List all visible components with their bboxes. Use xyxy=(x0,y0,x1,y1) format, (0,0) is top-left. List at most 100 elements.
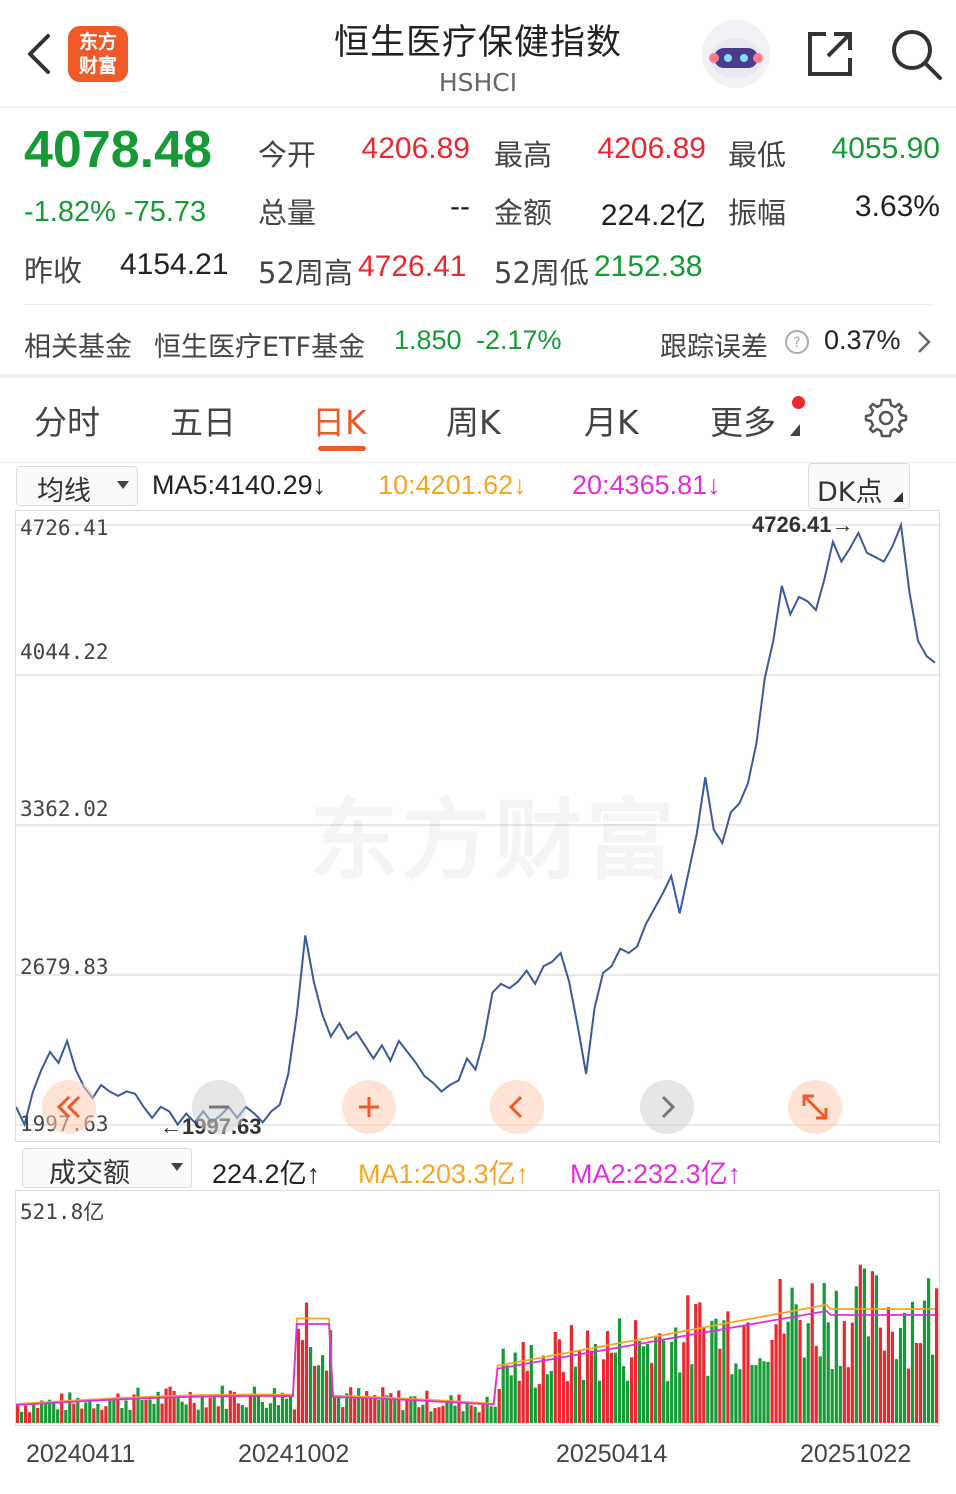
week52-low-label: 52周低 xyxy=(494,256,589,290)
amplitude-value: 3.63% xyxy=(854,190,940,223)
search-icon[interactable] xyxy=(888,26,944,82)
volume-bar xyxy=(622,1366,626,1423)
tab-intraday[interactable]: 分时 xyxy=(34,403,100,442)
tab-daily-k[interactable]: 日K xyxy=(312,403,367,442)
volume-bar xyxy=(842,1321,846,1423)
volume-bar xyxy=(140,1400,144,1423)
zoom-in-button[interactable] xyxy=(342,1080,396,1134)
volume-bar xyxy=(216,1406,220,1423)
volume-bar xyxy=(894,1359,899,1423)
volume-indicator-dropdown[interactable]: 成交额 xyxy=(22,1148,192,1189)
volume-bar xyxy=(300,1340,305,1423)
volume-bar xyxy=(670,1341,674,1423)
volume-chart-frame[interactable] xyxy=(15,1190,940,1426)
volume-bar xyxy=(589,1350,594,1423)
volume-bar xyxy=(357,1388,361,1423)
volume-bar xyxy=(168,1386,172,1423)
volume-bar xyxy=(76,1397,80,1423)
volume-bar xyxy=(64,1410,68,1423)
y-axis-label: 4044.22 xyxy=(20,640,109,664)
volume-bar xyxy=(425,1390,429,1423)
tab-weekly-k[interactable]: 周K xyxy=(446,403,501,442)
fullscreen-button[interactable] xyxy=(788,1080,842,1134)
volume-bar xyxy=(413,1396,417,1423)
volume-bar xyxy=(429,1411,433,1423)
fund-price: 1.850 xyxy=(394,325,462,355)
volume-bar xyxy=(228,1390,232,1423)
volume-bar xyxy=(461,1411,465,1423)
volume-bar xyxy=(132,1394,136,1423)
volume-ma2-line xyxy=(15,1310,935,1406)
volume-bar xyxy=(164,1388,168,1423)
volume-bar xyxy=(642,1346,646,1423)
volume-bar xyxy=(762,1361,766,1423)
step-forward-button[interactable] xyxy=(640,1080,694,1134)
dk-point-button[interactable]: DK点 xyxy=(808,463,910,509)
volume-bar xyxy=(136,1387,140,1423)
volume-bar xyxy=(280,1392,285,1423)
volume-label: 总量 xyxy=(258,196,317,230)
back-arrow-icon[interactable] xyxy=(22,30,58,78)
tracking-error-value: 0.37% xyxy=(824,325,901,355)
volume-bar xyxy=(433,1408,437,1423)
tab-more[interactable]: 更多 xyxy=(710,403,776,442)
volume-bar xyxy=(156,1391,160,1423)
volume-bar xyxy=(561,1372,565,1423)
volume-bar xyxy=(898,1327,903,1423)
robot-assistant-icon[interactable] xyxy=(700,18,772,90)
step-back-button[interactable] xyxy=(490,1080,544,1134)
volume-bar xyxy=(509,1375,513,1423)
volume-bar xyxy=(545,1374,549,1423)
volume-bar xyxy=(152,1403,156,1423)
zoom-out-button[interactable] xyxy=(192,1080,246,1134)
x-axis-date: 20251022 xyxy=(800,1440,912,1468)
volume-bar xyxy=(80,1408,84,1423)
volume-bar xyxy=(369,1397,373,1423)
minus-icon xyxy=(192,1080,246,1134)
fast-back-button[interactable] xyxy=(42,1080,96,1134)
indicator-dropdown[interactable]: 均线 xyxy=(16,466,138,507)
share-icon[interactable] xyxy=(804,28,856,80)
volume-bar xyxy=(746,1322,750,1423)
volume-bar xyxy=(16,1405,20,1423)
prev-close-value: 4154.21 xyxy=(120,248,229,281)
volume-bar xyxy=(128,1409,132,1423)
settings-gear-icon[interactable] xyxy=(864,396,908,440)
y-axis-label: 2679.83 xyxy=(20,955,109,979)
tab-five-day[interactable]: 五日 xyxy=(170,403,236,442)
x-axis-date: 20241002 xyxy=(238,1440,350,1468)
volume-bar xyxy=(144,1399,148,1423)
related-fund-row[interactable]: 相关基金 恒生医疗ETF基金 1.850 -2.17% 跟踪误差 ? 0.37% xyxy=(24,304,934,374)
y-axis-label: 4726.41 xyxy=(20,516,109,540)
volume-bar xyxy=(730,1374,734,1423)
question-circle-icon[interactable]: ? xyxy=(784,329,810,355)
volume-bar xyxy=(601,1359,606,1423)
tab-monthly-k[interactable]: 月K xyxy=(584,403,639,442)
chevron-right-icon[interactable] xyxy=(916,329,932,355)
price-chart-frame[interactable] xyxy=(15,510,940,1142)
volume-bar xyxy=(313,1365,317,1423)
volume-bar xyxy=(802,1357,806,1423)
volume-bar xyxy=(304,1302,309,1423)
volume-bar xyxy=(854,1286,858,1423)
low-label: 最低 xyxy=(728,138,787,172)
volume-bar xyxy=(722,1320,726,1423)
fund-name: 恒生医疗ETF基金 xyxy=(154,332,366,363)
volume-bar xyxy=(654,1335,658,1423)
volume-bar xyxy=(180,1401,184,1423)
caret-down-icon xyxy=(117,481,129,489)
volume-bar xyxy=(754,1365,758,1423)
volume-bar xyxy=(172,1391,176,1423)
volume-bar xyxy=(284,1398,289,1423)
volume-bar xyxy=(385,1395,389,1423)
volume-bar xyxy=(321,1355,325,1423)
volume-bar xyxy=(790,1287,794,1423)
tracking-error-label: 跟踪误差 xyxy=(660,332,768,363)
volume-bar xyxy=(517,1380,521,1423)
volume-bar xyxy=(597,1380,602,1423)
volume-bar xyxy=(108,1400,112,1423)
volume-bar xyxy=(662,1340,666,1423)
volume-bar xyxy=(457,1394,461,1423)
volume-value: 224.2亿↑ xyxy=(212,1159,321,1189)
